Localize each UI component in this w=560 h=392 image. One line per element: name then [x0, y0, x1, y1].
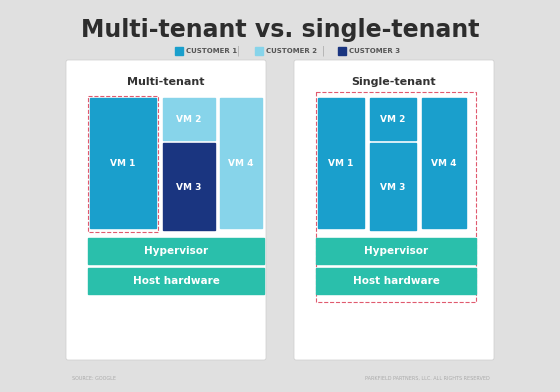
Bar — [422, 98, 466, 228]
Bar — [255, 47, 263, 55]
Text: SOURCE: GOOGLE: SOURCE: GOOGLE — [72, 376, 116, 381]
Text: VM 1: VM 1 — [328, 158, 354, 167]
Bar — [370, 98, 416, 140]
Text: VM 4: VM 4 — [228, 158, 254, 167]
Bar — [163, 98, 215, 140]
Text: Host hardware: Host hardware — [353, 276, 440, 286]
Bar — [370, 143, 416, 230]
Text: VM 2: VM 2 — [176, 114, 202, 123]
Text: |: | — [236, 46, 240, 56]
Text: VM 2: VM 2 — [380, 114, 405, 123]
Bar — [90, 98, 156, 228]
Text: VM 3: VM 3 — [380, 183, 405, 192]
Text: VM 1: VM 1 — [110, 158, 136, 167]
Text: Hypervisor: Hypervisor — [144, 246, 208, 256]
Text: CUSTOMER 1: CUSTOMER 1 — [186, 48, 237, 54]
Bar — [88, 268, 264, 294]
FancyBboxPatch shape — [66, 60, 266, 360]
Text: PARKFIELD PARTNERS, LLC. ALL RIGHTS RESERVED: PARKFIELD PARTNERS, LLC. ALL RIGHTS RESE… — [365, 376, 490, 381]
Bar — [316, 238, 476, 264]
Text: Multi-tenant: Multi-tenant — [127, 77, 205, 87]
Bar — [88, 96, 158, 232]
Bar — [220, 98, 262, 228]
Text: VM 3: VM 3 — [176, 183, 202, 192]
Text: Single-tenant: Single-tenant — [352, 77, 436, 87]
Text: Host hardware: Host hardware — [133, 276, 220, 286]
Text: CUSTOMER 2: CUSTOMER 2 — [266, 48, 317, 54]
Text: |: | — [321, 46, 325, 56]
Bar — [338, 47, 346, 55]
Bar — [163, 143, 215, 230]
FancyBboxPatch shape — [294, 60, 494, 360]
Bar — [88, 238, 264, 264]
Bar — [316, 92, 476, 302]
Text: VM 4: VM 4 — [431, 158, 457, 167]
Bar — [318, 98, 364, 228]
Bar — [316, 268, 476, 294]
Text: Hypervisor: Hypervisor — [364, 246, 428, 256]
Text: Multi-tenant vs. single-tenant: Multi-tenant vs. single-tenant — [81, 18, 479, 42]
Text: CUSTOMER 3: CUSTOMER 3 — [349, 48, 400, 54]
Bar — [175, 47, 183, 55]
